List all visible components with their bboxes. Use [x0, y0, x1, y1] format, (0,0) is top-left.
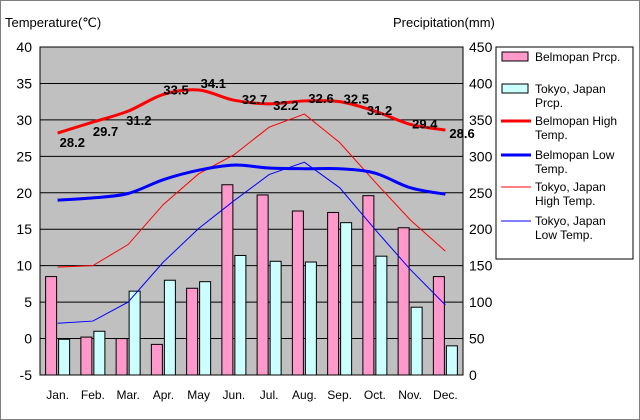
tokyo-precip-bar: [128, 290, 141, 376]
belmopan-precip-bar: [186, 287, 199, 376]
belmopan-precip-bar: [45, 276, 58, 376]
tokyo-precip-bar: [375, 255, 388, 376]
right-axis-tick-label: 400: [469, 75, 493, 91]
right-axis-tick-label: 150: [469, 258, 493, 274]
gridlines: [40, 82, 463, 340]
x-axis-category-label: Jun.: [223, 388, 246, 402]
belmopan-precip-bar: [432, 276, 445, 376]
high-temp-data-label: 28.6: [449, 126, 474, 141]
left-axis-tick-label: 10: [16, 258, 32, 274]
belmopan-precip-bar: [291, 210, 304, 376]
right-axis-tick-label: 250: [469, 185, 493, 201]
high-temp-data-label: 29.7: [93, 124, 118, 139]
legend-swatch: [501, 51, 529, 62]
right-axis-tick-label: 50: [469, 331, 485, 347]
x-axis-category-label: May: [187, 388, 210, 402]
right-axis-tick-label: 0: [469, 367, 477, 383]
x-axis-category-label: Sep.: [327, 388, 352, 402]
belmopan-precip-bar: [256, 194, 269, 376]
belmopan-precip-bar: [115, 338, 128, 376]
x-axis-category-label: Dec.: [433, 388, 458, 402]
legend-label: Prcp.: [535, 96, 563, 110]
tokyo-precip-bar: [199, 281, 212, 376]
left-axis-tick-label: -5: [20, 367, 33, 383]
legend-label: Temp.: [535, 162, 568, 176]
legend-box: [495, 46, 634, 260]
left-axis-tick-label: 40: [16, 39, 32, 55]
high-temp-data-label: 32.2: [273, 98, 298, 113]
left-axis-tick-label: 35: [16, 75, 32, 91]
left-axis-tick-label: 15: [16, 221, 32, 237]
belmopan-precip-bar: [150, 343, 163, 376]
right-axis-tick-label: 450: [469, 39, 493, 55]
x-axis-category-label: Nov.: [398, 388, 422, 402]
x-axis-category-label: Feb.: [81, 388, 105, 402]
left-axis-tick-label: 5: [24, 294, 32, 310]
high-temp-data-label: 32.7: [242, 92, 267, 107]
tokyo-precip-bar: [410, 306, 423, 376]
belmopan-high-temp-line: [57, 88, 446, 135]
legend-swatch: [501, 83, 529, 94]
legend-label: Low Temp.: [535, 228, 593, 242]
right-axis-title: Precipitation(mm): [393, 15, 495, 30]
temperature-lines: [57, 88, 446, 324]
left-axis-tick-label: 0: [24, 331, 32, 347]
tokyo-precip-bar: [93, 330, 106, 376]
tokyo-precip-bar: [269, 260, 282, 376]
left-axis-title: Temperature(℃): [5, 15, 101, 30]
legend: Belmopan Prcp.Tokyo, JapanPrcp.Belmopan …: [495, 46, 634, 260]
high-temp-data-label: 28.2: [60, 135, 85, 150]
right-axis-tick-label: 200: [469, 221, 493, 237]
left-axis-tick-label: 25: [16, 148, 32, 164]
high-temp-data-label: 33.5: [163, 82, 188, 97]
tokyo-high-temp-line: [57, 113, 446, 268]
legend-label: Tokyo, Japan: [535, 180, 606, 194]
x-axis-category-label: Aug.: [292, 388, 317, 402]
high-temp-data-label: 34.1: [201, 76, 226, 91]
belmopan-precip-bar: [362, 195, 375, 376]
tokyo-precip-bar: [340, 222, 353, 376]
left-axis-tick-label: 20: [16, 185, 32, 201]
belmopan-low-temp-line: [57, 163, 446, 202]
data-labels: 28.229.731.233.5 34.132.7 32.2 32.6 32.531.2…: [60, 76, 475, 150]
high-temp-data-label: 32.5: [344, 92, 369, 107]
x-axis-category-label: Apr.: [153, 388, 174, 402]
plot-border: [39, 46, 464, 376]
x-axis-category-label: Mar.: [116, 388, 139, 402]
high-temp-data-label: 31.2: [126, 113, 151, 128]
x-axis-category-label: Jan.: [46, 388, 69, 402]
right-axis-tick-label: 100: [469, 294, 493, 310]
x-axis-category-label: Oct.: [364, 388, 386, 402]
high-temp-data-label: 32.6: [308, 91, 333, 106]
belmopan-precip-bar: [397, 227, 410, 376]
tokyo-precip-bar: [163, 279, 176, 376]
tokyo-precip-bar: [304, 261, 317, 376]
legend-label: High Temp.: [535, 194, 595, 208]
tokyo-precip-bar: [234, 254, 247, 376]
legend-label: Temp.: [535, 128, 568, 142]
axes: 4035302520151050-54504003503002502001501…: [16, 39, 492, 402]
belmopan-precip-bar: [327, 211, 340, 376]
right-axis-tick-label: 350: [469, 112, 493, 128]
belmopan-precip-bar: [80, 336, 93, 376]
right-axis-tick-label: 300: [469, 148, 493, 164]
high-temp-data-label: 29.4: [412, 116, 438, 131]
legend-label: Belmopan Low: [535, 148, 615, 162]
legend-label: Belmopan Prcp.: [535, 50, 620, 64]
x-axis-category-label: Jul.: [260, 388, 279, 402]
tokyo-precip-bar: [58, 338, 71, 376]
legend-label: Tokyo, Japan: [535, 214, 606, 228]
tokyo-low-temp-line: [57, 161, 446, 324]
belmopan-precip-bar: [221, 184, 234, 376]
legend-label: Tokyo, Japan: [535, 82, 606, 96]
left-axis-tick-label: 30: [16, 112, 32, 128]
tokyo-precip-bar: [445, 345, 458, 376]
legend-label: Belmopan High: [535, 114, 617, 128]
high-temp-data-label: 31.2: [367, 103, 392, 118]
